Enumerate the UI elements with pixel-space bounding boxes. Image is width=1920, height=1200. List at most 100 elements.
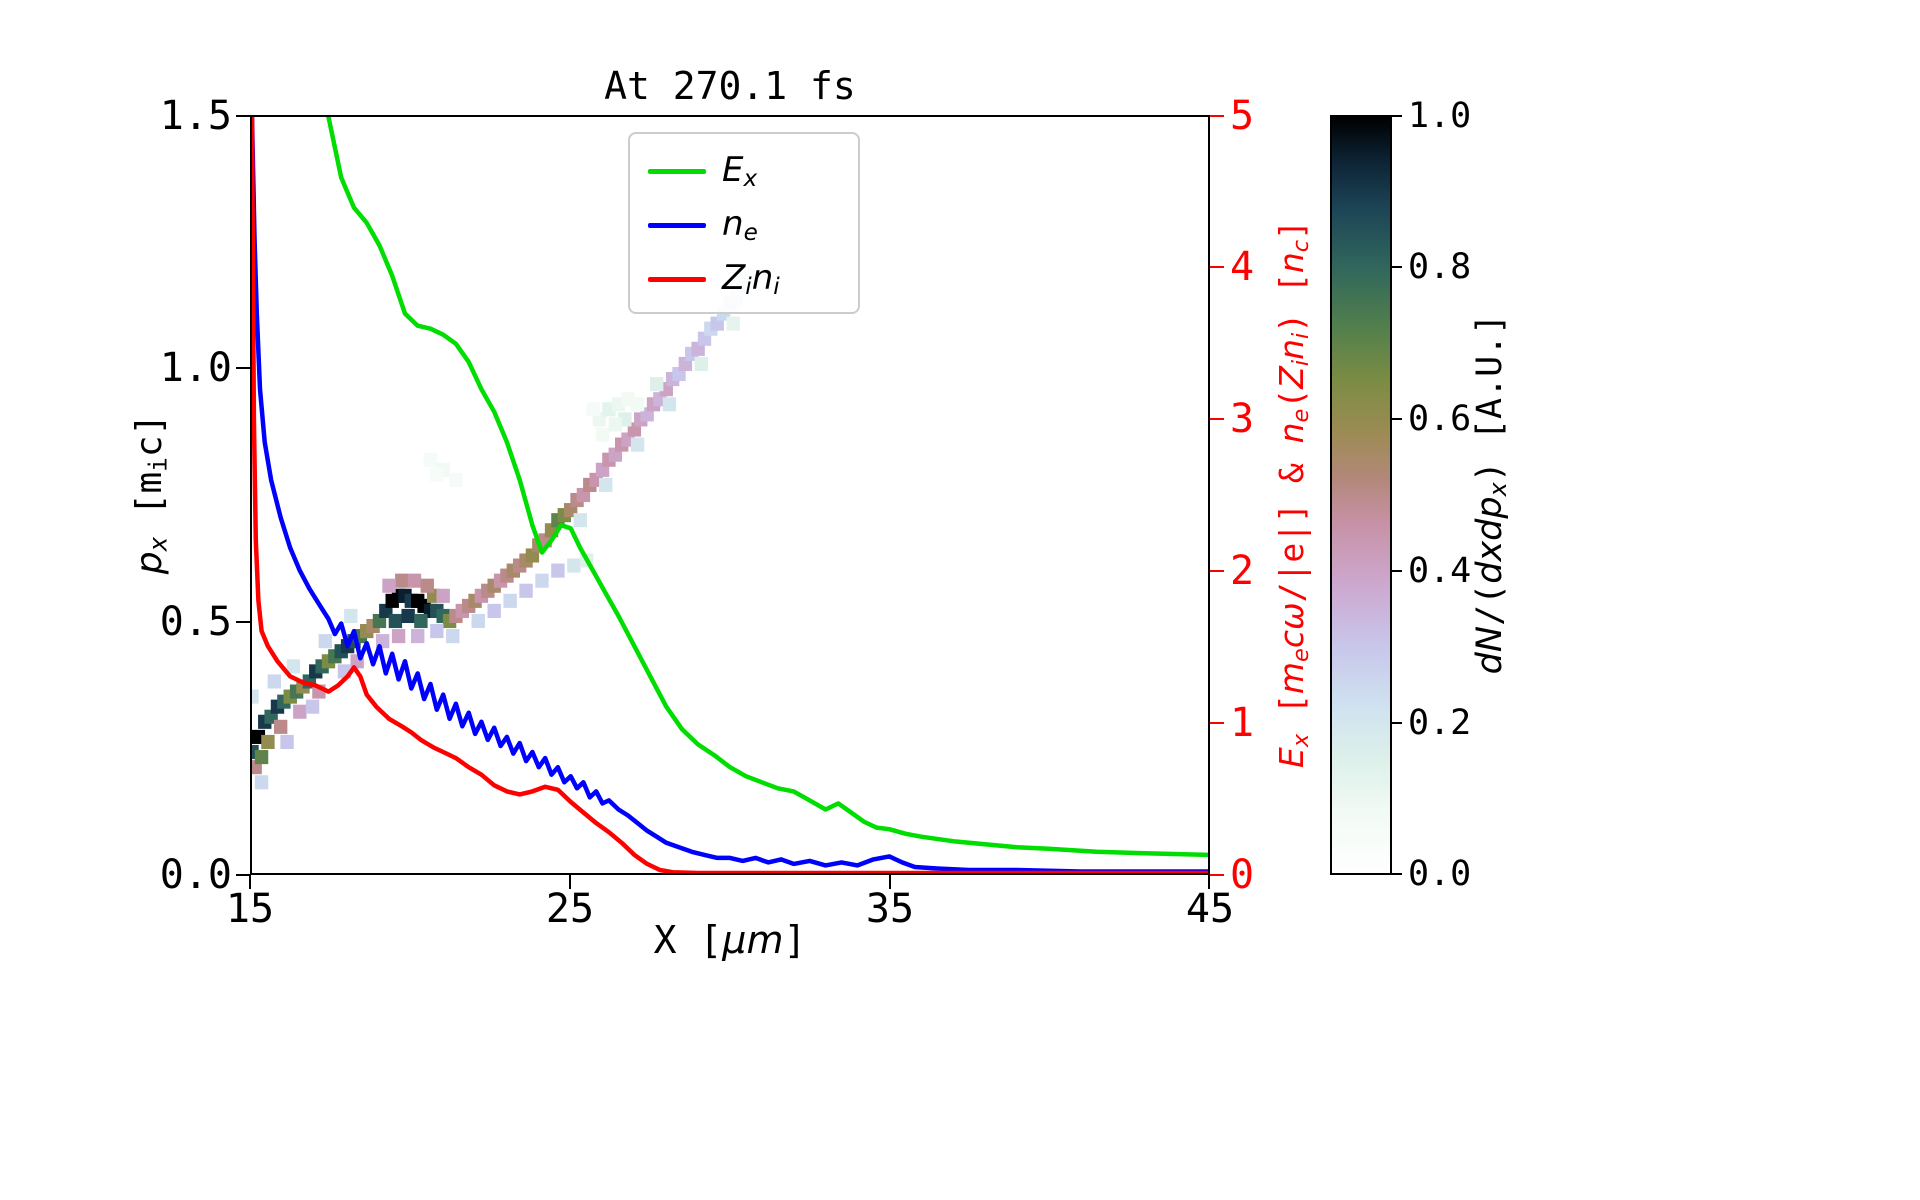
y-left-tick-mark [236, 874, 250, 876]
y-right-tick-mark [1210, 570, 1224, 572]
y-left-tick-mark [236, 621, 250, 623]
heatmap-cell [519, 583, 533, 598]
heatmap-cell [423, 452, 438, 467]
heatmap-cell [471, 613, 485, 629]
colorbar-tick-label: 0.0 [1408, 854, 1472, 894]
y-left-tick-label: 1.0 [159, 345, 232, 391]
heatmap-cell [414, 613, 428, 629]
y-right-tick-label: 2 [1230, 548, 1255, 594]
heatmap-cell [535, 573, 549, 588]
colorbar-tick-label: 0.6 [1408, 399, 1472, 439]
legend-line-sample [648, 276, 706, 282]
legend-item-ne: ne [630, 198, 858, 252]
heatmap-cell [567, 558, 581, 573]
heatmap-cell [430, 467, 444, 482]
y-right-tick-mark [1210, 722, 1224, 724]
x-tick-label: 15 [225, 886, 275, 932]
colorbar-tick-mark [1392, 873, 1402, 875]
legend-item-zini: Zini [630, 252, 858, 306]
colorbar-tick-label: 0.4 [1408, 551, 1472, 591]
x-tick-mark [249, 875, 251, 889]
y-left-tick-label: 0.5 [159, 599, 232, 645]
colorbar-tick-label: 0.2 [1408, 703, 1472, 743]
heatmap-cell [395, 573, 409, 588]
heatmap-cell [318, 634, 332, 649]
heatmap-cell [252, 760, 262, 775]
heatmap-cell [411, 629, 425, 644]
colorbar-tick-mark [1392, 266, 1402, 268]
heatmap-cell [391, 629, 406, 644]
heatmap-cell [487, 603, 501, 618]
x-tick-mark [889, 875, 891, 889]
heatmap-cell [449, 472, 463, 487]
heatmap-cell [595, 427, 610, 442]
heatmap-cell [650, 377, 664, 392]
x-axis-label: X [μm] [653, 918, 807, 962]
y-right-axis-label: Ex [mecω/|e|] & ne(Zini) [nc] [1272, 220, 1314, 768]
heatmap-cell [662, 397, 677, 412]
heatmap-cell [407, 573, 422, 588]
heatmap-cell [694, 356, 709, 372]
heatmap-cell [261, 734, 275, 750]
x-tick-mark [569, 875, 571, 889]
legend-line-sample [648, 168, 706, 174]
heatmap-cell [388, 613, 403, 629]
y-right-tick-label: 1 [1230, 700, 1255, 746]
colorbar [1330, 115, 1392, 875]
series-line-e_x [326, 117, 1208, 858]
y-right-tick-label: 4 [1230, 244, 1255, 290]
series-line-n_e [252, 117, 1208, 873]
y-right-tick-label: 0 [1230, 852, 1255, 898]
heatmap-cell [630, 397, 645, 412]
heatmap-cell [608, 417, 622, 432]
heatmap-cell [286, 659, 301, 674]
y-left-tick-mark [236, 115, 250, 117]
y-left-tick-label: 1.5 [159, 93, 232, 139]
series-line-z_i-n_i [252, 117, 1208, 873]
plot-canvas [252, 117, 1208, 873]
heatmap-cell [280, 734, 294, 750]
colorbar-tick-mark [1392, 570, 1402, 572]
heatmap-cell [630, 437, 645, 452]
x-tick-mark [1208, 875, 1210, 889]
heatmap-cell [586, 402, 600, 417]
x-tick-label: 25 [545, 886, 595, 932]
legend-line-sample [648, 222, 706, 228]
heatmap-cell [293, 704, 307, 719]
heatmap-cell [599, 477, 613, 492]
legend-label: Zini [722, 257, 780, 301]
legend-label: Ex [722, 149, 758, 193]
heatmap-cell [551, 563, 565, 578]
colorbar-tick-label: 1.0 [1408, 96, 1472, 136]
colorbar-tick-mark [1392, 418, 1402, 420]
y-right-tick-mark [1210, 266, 1224, 268]
plot-title: At 270.1 fs [604, 64, 856, 108]
heatmap-cell [254, 775, 269, 790]
heatmap-cell [573, 513, 587, 528]
heatmap-cell [273, 719, 288, 734]
colorbar-axis-label: dN/(dxdpx) [A.U.] [1470, 313, 1513, 675]
y-right-tick-mark [1210, 115, 1224, 117]
colorbar-tick-mark [1392, 115, 1402, 117]
heatmap-cell [305, 699, 320, 714]
heatmap-cell [401, 608, 415, 624]
heatmap-cell [446, 629, 460, 644]
heatmap-cell [503, 593, 517, 608]
heatmap-cell [254, 750, 269, 765]
legend-label: ne [722, 203, 758, 247]
heatmap-cell [436, 588, 450, 603]
y-right-tick-label: 5 [1230, 93, 1255, 139]
legend-item-ex: Ex [630, 144, 858, 198]
legend: Ex ne Zini [628, 132, 860, 314]
heatmap-cell [344, 608, 358, 624]
y-right-tick-mark [1210, 874, 1224, 876]
x-tick-label: 35 [865, 886, 915, 932]
x-tick-label: 45 [1185, 886, 1235, 932]
y-left-tick-label: 0.0 [159, 852, 232, 898]
y-right-tick-label: 3 [1230, 396, 1255, 442]
y-right-tick-mark [1210, 418, 1224, 420]
y-left-axis-label: px [mic] [129, 413, 173, 575]
heatmap-cell [382, 578, 396, 593]
y-left-tick-mark [236, 367, 250, 369]
heatmap-cell [430, 624, 444, 639]
